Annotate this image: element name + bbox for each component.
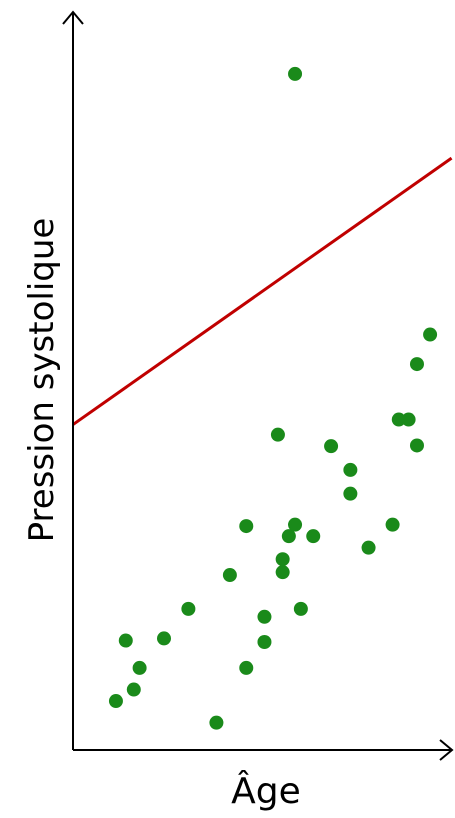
data-point	[391, 412, 406, 427]
data-point	[257, 609, 272, 624]
data-point	[222, 568, 237, 583]
data-point	[181, 601, 196, 616]
data-point	[288, 66, 303, 81]
y-axis-label: Pression systolique	[22, 218, 62, 543]
y-axis-arrow-icon	[62, 10, 84, 25]
data-point	[132, 660, 147, 675]
data-point	[409, 438, 424, 453]
data-point	[209, 715, 224, 730]
data-point	[324, 439, 339, 454]
data-point	[409, 357, 424, 372]
data-point	[361, 540, 376, 555]
data-point	[108, 694, 123, 709]
x-axis-label: Âge	[231, 770, 301, 812]
data-point	[401, 412, 416, 427]
data-point	[306, 529, 321, 544]
plot-area	[72, 66, 453, 730]
axes	[62, 10, 454, 761]
data-point	[385, 517, 400, 532]
data-point	[257, 635, 272, 649]
data-point	[288, 517, 303, 532]
data-point	[157, 631, 171, 646]
data-point	[293, 601, 308, 616]
x-axis-arrow-icon	[439, 739, 454, 761]
trend-line	[72, 156, 453, 426]
data-point	[343, 462, 358, 477]
data-point	[239, 660, 254, 675]
data-point	[275, 552, 290, 567]
data-point	[270, 427, 285, 442]
data-point	[118, 633, 133, 648]
data-point	[343, 486, 358, 501]
data-point	[126, 682, 141, 697]
data-point	[275, 565, 290, 580]
data-point	[239, 519, 254, 534]
data-point	[423, 327, 438, 342]
data-point	[281, 529, 296, 544]
